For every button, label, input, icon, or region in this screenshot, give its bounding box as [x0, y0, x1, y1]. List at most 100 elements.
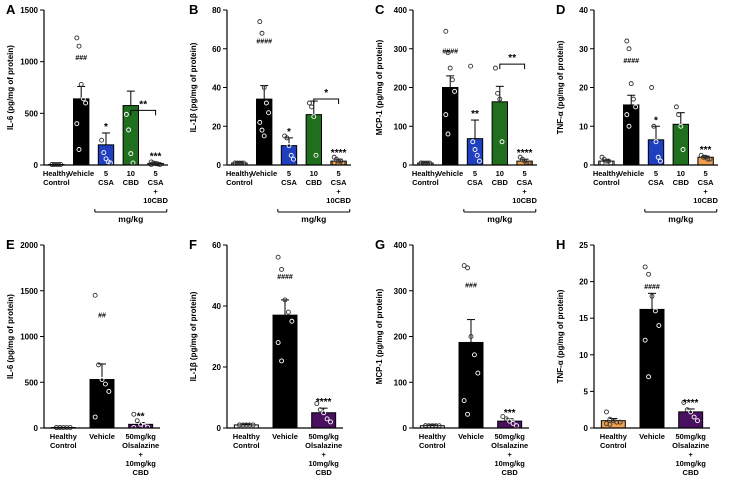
x-tick-label-line: CSA: [698, 178, 714, 187]
x-tick-label-line: Vehicle: [437, 169, 463, 178]
x-tick-label-line: CSA: [281, 178, 297, 187]
data-point: [499, 139, 505, 145]
x-tick-label: 5 CSA: [98, 169, 114, 187]
data-point: [328, 419, 333, 425]
y-tick-label: 20: [579, 278, 588, 287]
panel-letter: F: [189, 237, 197, 252]
data-point: [678, 123, 684, 129]
y-tick-label: 0: [217, 424, 222, 433]
significance-label: ####: [277, 274, 293, 281]
y-tick-label: 0: [34, 161, 39, 170]
x-tick-label: Healthy Control: [412, 169, 440, 187]
y-tick-label: 0: [217, 161, 222, 170]
significance-label: ***: [700, 145, 712, 156]
data-point: [261, 85, 267, 90]
significance-label: ***: [504, 408, 516, 419]
x-tick-label: Vehicle: [68, 169, 94, 178]
data-point: [510, 420, 516, 426]
x-tick-label-line: 50mg/kg: [125, 432, 156, 441]
data-point: [607, 421, 613, 427]
group-label: mg/kg: [668, 214, 693, 224]
data-point: [707, 156, 713, 162]
data-point: [705, 156, 711, 162]
x-tick-label-line: CSA: [517, 178, 533, 187]
data-point: [676, 112, 682, 118]
x-tick-label-line: +: [138, 450, 143, 459]
data-point: [449, 77, 455, 83]
data-point: [76, 43, 82, 49]
data-point: [324, 416, 330, 422]
x-tick-label-line: +: [321, 450, 326, 459]
data-point: [646, 271, 652, 277]
data-point: [617, 419, 623, 425]
data-point: [240, 422, 246, 428]
x-tick-label: 5 CSA +10CBD: [693, 169, 718, 205]
data-point: [468, 63, 474, 69]
x-tick-label-line: CBD: [306, 178, 323, 187]
data-point: [651, 123, 657, 129]
x-tick-label: Vehicle: [458, 432, 484, 441]
x-tick-label-line: Control: [593, 178, 620, 187]
significance-label: **: [137, 412, 145, 423]
data-point: [76, 147, 82, 152]
x-tick-label-line: 5: [654, 169, 658, 178]
x-tick-label-line: 5: [473, 169, 477, 178]
y-tick-label: 10: [579, 122, 588, 131]
data-point: [74, 35, 80, 41]
data-point: [99, 377, 105, 382]
x-tick-label: Healthy Control: [593, 169, 621, 187]
x-tick-label: 50mg/kg Olsalazine +10mg/kg CBD: [122, 432, 159, 477]
panel-letter: A: [6, 2, 16, 17]
significance-label: *: [104, 122, 108, 133]
x-tick-label: 5 CSA +10CBD: [143, 169, 168, 205]
y-axis-label: IL-1β (pg/mg of protein): [189, 291, 198, 381]
data-point: [126, 127, 132, 133]
x-tick-label-line: Olsalazine: [672, 441, 709, 450]
data-point: [92, 414, 98, 420]
y-tick-label: 300: [394, 45, 408, 54]
data-point: [101, 150, 107, 156]
data-point: [468, 334, 474, 339]
data-point: [626, 123, 632, 129]
comparison-bracket: [313, 98, 340, 104]
bar: [272, 314, 298, 429]
data-point: [472, 147, 478, 152]
x-tick-label: Healthy Control: [50, 432, 78, 450]
significance-label: *: [287, 127, 291, 138]
data-point: [263, 100, 269, 106]
significance-label: ****: [517, 148, 533, 159]
y-tick-label: 0: [34, 424, 39, 433]
comparison-bracket: [499, 63, 526, 70]
data-point: [317, 407, 323, 413]
bar: [442, 87, 459, 166]
x-tick-label-line: Healthy: [233, 432, 261, 441]
comparison-bracket: [130, 109, 157, 116]
x-tick-label-line: Vehicle: [251, 169, 277, 178]
data-point: [684, 407, 690, 413]
y-tick-label: 0: [584, 161, 589, 170]
y-tick-label: 40: [212, 84, 221, 93]
data-point: [470, 139, 476, 145]
data-point: [285, 309, 291, 315]
data-point: [495, 90, 501, 96]
x-tick-label: 10 CBD: [492, 169, 509, 187]
x-tick-label-line: CSA: [331, 178, 347, 187]
data-point: [624, 112, 630, 118]
data-point: [642, 264, 648, 270]
x-tick-label-line: CSA: [98, 178, 114, 187]
x-tick-label: 5 CSA: [467, 169, 483, 187]
bar: [256, 98, 273, 166]
data-point: [461, 398, 467, 403]
data-point: [321, 410, 327, 416]
x-tick-label-line: CBD: [133, 468, 150, 477]
x-tick-label-line: CBD: [123, 178, 140, 187]
data-point: [259, 30, 265, 36]
x-tick-label-line: Control: [226, 178, 253, 187]
data-point: [447, 65, 453, 71]
data-point: [646, 374, 652, 380]
y-tick-label: 0: [584, 424, 589, 433]
bar: [672, 123, 689, 166]
data-point: [604, 409, 609, 415]
x-tick-label-line: Olsalazine: [305, 441, 342, 450]
